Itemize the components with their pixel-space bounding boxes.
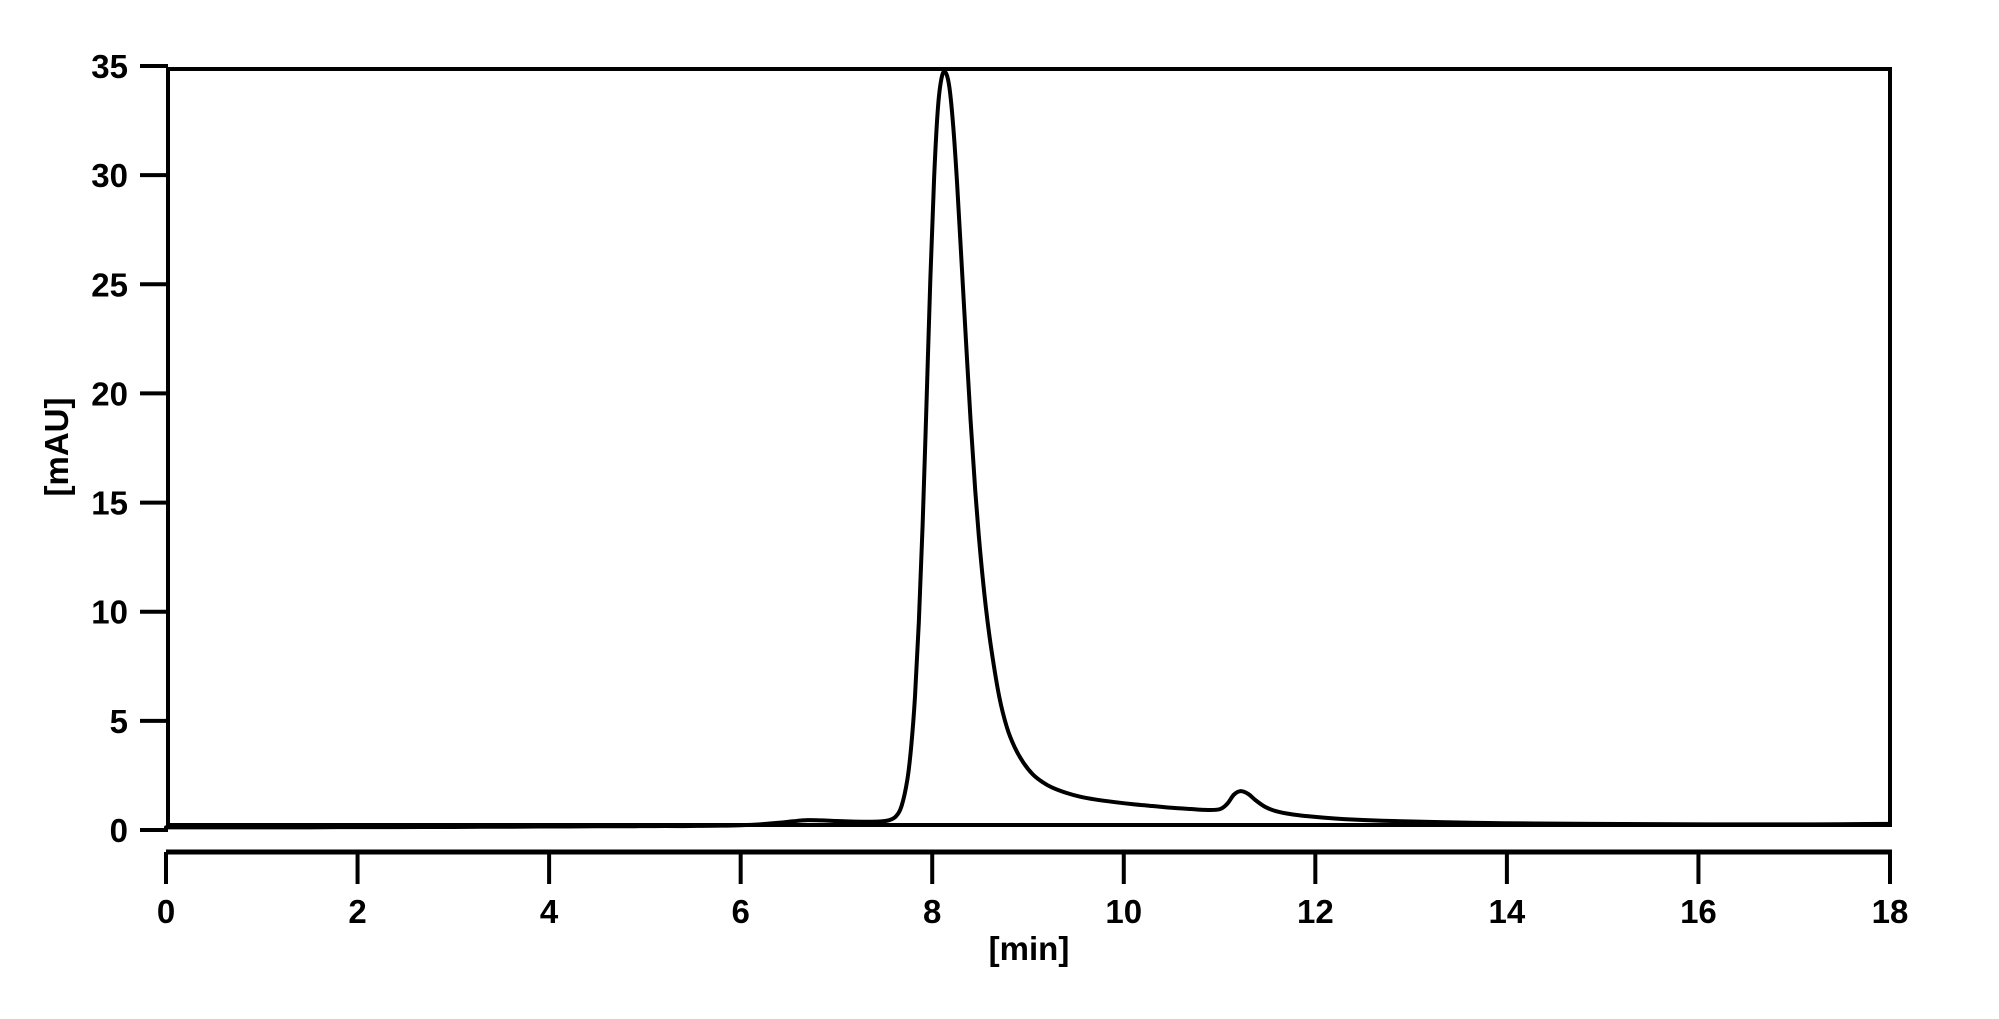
y-tick-label: 30 <box>91 157 128 194</box>
x-tick-label: 14 <box>1489 893 1526 930</box>
x-axis-ticks: 0 2 4 6 8 10 12 14 16 18 <box>157 852 1909 930</box>
y-tick-label: 5 <box>110 703 128 740</box>
y-tick-label: 15 <box>91 485 128 522</box>
x-tick-label: 12 <box>1297 893 1334 930</box>
y-axis-ticks: 0 5 10 15 20 25 30 35 <box>91 48 168 849</box>
chromatogram-trace <box>164 69 1892 830</box>
y-tick-label: 0 <box>110 812 128 849</box>
y-tick-label: 25 <box>91 266 128 303</box>
y-tick-label: 20 <box>91 375 128 412</box>
x-tick-label: 16 <box>1680 893 1717 930</box>
x-tick-label: 4 <box>540 893 559 930</box>
x-tick-label: 0 <box>157 893 175 930</box>
x-axis-title: [min] <box>989 930 1070 967</box>
x-tick-label: 10 <box>1105 893 1142 930</box>
x-tick-label: 2 <box>348 893 366 930</box>
x-tick-label: 6 <box>731 893 749 930</box>
y-tick-label: 10 <box>91 594 128 631</box>
x-tick-label: 18 <box>1872 893 1909 930</box>
x-tick-label: 8 <box>923 893 941 930</box>
plot-frame <box>166 67 1892 827</box>
y-axis-title: [mAU] <box>38 398 75 497</box>
y-tick-label: 35 <box>91 48 128 85</box>
